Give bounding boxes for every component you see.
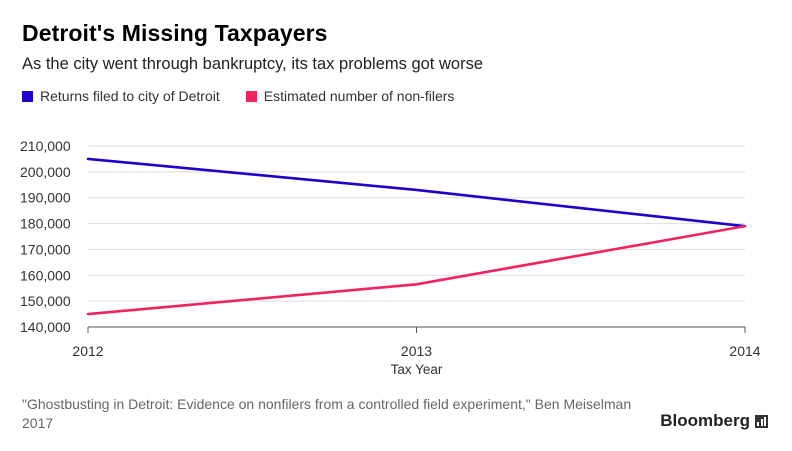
legend-item-nonfilers: Estimated number of non-filers [245, 88, 455, 104]
x-tick-label: 2014 [729, 343, 760, 359]
y-tick-label: 190,000 [20, 190, 71, 206]
y-axis-ticks: 140,000 150,000 160,000 170,000 180,000 190,0… [20, 138, 71, 335]
legend-label-returns: Returns filed to city of Detroit [40, 88, 220, 104]
grid-lines [88, 145, 745, 328]
series-line-returns [86, 157, 747, 228]
chart-subtitle: As the city went through bankruptcy, its… [22, 55, 483, 73]
legend-item-returns: Returns filed to city of Detroit [22, 88, 220, 104]
legend-swatch-returns [22, 90, 33, 102]
brand: Bloomberg [660, 411, 768, 431]
y-tick-label: 150,000 [20, 293, 71, 309]
series-lines [86, 157, 747, 316]
x-axis-label: Tax Year [391, 362, 443, 377]
legend-label-nonfilers: Estimated number of non-filers [263, 88, 455, 104]
y-tick-label: 180,000 [20, 216, 71, 232]
y-tick-label: 160,000 [20, 267, 71, 283]
x-tick-label: 2013 [401, 343, 432, 359]
x-axis-ticks: 2012 2013 2014 [72, 327, 761, 359]
y-tick-label: 140,000 [20, 319, 71, 335]
chart-title: Detroit's Missing Taxpayers [22, 20, 328, 46]
y-tick-label: 200,000 [20, 164, 71, 180]
source-note: "Ghostbusting in Detroit: Evidence on no… [22, 396, 632, 431]
x-tick-label: 2012 [72, 343, 103, 359]
legend-swatch-nonfilers [245, 90, 257, 102]
y-tick-label: 210,000 [20, 138, 71, 154]
brand-name: Bloomberg [660, 411, 750, 430]
bloomberg-logo-icon [755, 414, 768, 428]
legend: Returns filed to city of Detroit Estimat… [22, 88, 480, 104]
y-tick-label: 170,000 [20, 241, 71, 257]
